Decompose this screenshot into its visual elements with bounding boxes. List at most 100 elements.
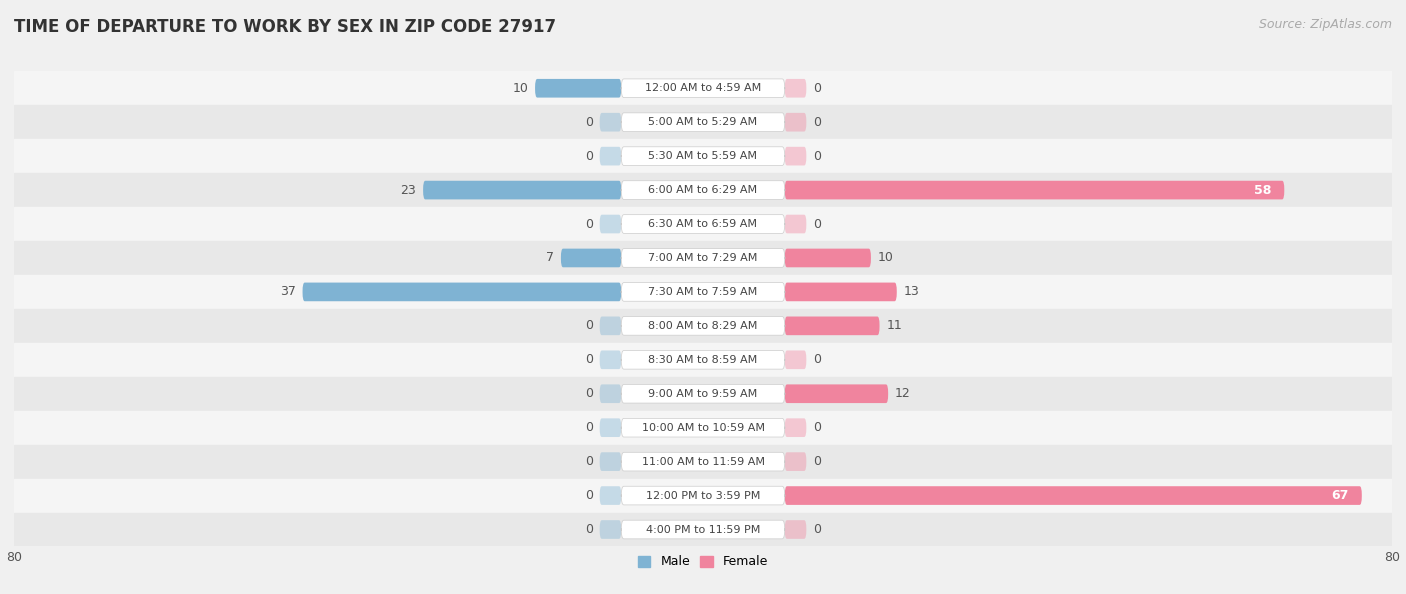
Text: 0: 0 [813, 116, 821, 129]
Bar [14, 377, 1392, 410]
FancyBboxPatch shape [536, 79, 621, 97]
Text: 0: 0 [813, 82, 821, 95]
FancyBboxPatch shape [599, 452, 621, 471]
Text: 6:30 AM to 6:59 AM: 6:30 AM to 6:59 AM [648, 219, 758, 229]
Text: 0: 0 [585, 116, 593, 129]
FancyBboxPatch shape [785, 249, 870, 267]
Text: 58: 58 [1254, 184, 1271, 197]
Text: 0: 0 [585, 523, 593, 536]
Text: 10: 10 [877, 251, 894, 264]
Text: 67: 67 [1331, 489, 1348, 502]
FancyBboxPatch shape [621, 317, 785, 335]
Bar [14, 139, 1392, 173]
FancyBboxPatch shape [599, 350, 621, 369]
Text: 11:00 AM to 11:59 AM: 11:00 AM to 11:59 AM [641, 457, 765, 467]
Bar [14, 343, 1392, 377]
Text: 7:30 AM to 7:59 AM: 7:30 AM to 7:59 AM [648, 287, 758, 297]
Bar [14, 275, 1392, 309]
Text: 8:00 AM to 8:29 AM: 8:00 AM to 8:29 AM [648, 321, 758, 331]
FancyBboxPatch shape [785, 452, 807, 471]
Bar [14, 173, 1392, 207]
FancyBboxPatch shape [599, 486, 621, 505]
Bar [14, 445, 1392, 479]
FancyBboxPatch shape [785, 181, 1284, 200]
FancyBboxPatch shape [785, 214, 807, 233]
FancyBboxPatch shape [621, 384, 785, 403]
FancyBboxPatch shape [785, 520, 807, 539]
FancyBboxPatch shape [785, 418, 807, 437]
Text: 0: 0 [585, 353, 593, 366]
FancyBboxPatch shape [785, 79, 807, 97]
Bar [14, 71, 1392, 105]
Text: 6:00 AM to 6:29 AM: 6:00 AM to 6:29 AM [648, 185, 758, 195]
Bar [14, 479, 1392, 513]
FancyBboxPatch shape [621, 452, 785, 471]
Text: 7: 7 [546, 251, 554, 264]
FancyBboxPatch shape [302, 283, 621, 301]
FancyBboxPatch shape [599, 147, 621, 166]
FancyBboxPatch shape [599, 317, 621, 335]
FancyBboxPatch shape [785, 147, 807, 166]
Text: Source: ZipAtlas.com: Source: ZipAtlas.com [1258, 18, 1392, 31]
Text: 12:00 PM to 3:59 PM: 12:00 PM to 3:59 PM [645, 491, 761, 501]
Text: 12:00 AM to 4:59 AM: 12:00 AM to 4:59 AM [645, 83, 761, 93]
Text: TIME OF DEPARTURE TO WORK BY SEX IN ZIP CODE 27917: TIME OF DEPARTURE TO WORK BY SEX IN ZIP … [14, 18, 557, 36]
FancyBboxPatch shape [621, 249, 785, 267]
FancyBboxPatch shape [785, 283, 897, 301]
Text: 0: 0 [813, 217, 821, 230]
FancyBboxPatch shape [621, 486, 785, 505]
Text: 10: 10 [512, 82, 529, 95]
FancyBboxPatch shape [621, 181, 785, 200]
FancyBboxPatch shape [621, 418, 785, 437]
Text: 0: 0 [585, 455, 593, 468]
FancyBboxPatch shape [423, 181, 621, 200]
Bar [14, 410, 1392, 445]
FancyBboxPatch shape [621, 283, 785, 301]
FancyBboxPatch shape [599, 520, 621, 539]
Text: 0: 0 [585, 421, 593, 434]
Text: 5:00 AM to 5:29 AM: 5:00 AM to 5:29 AM [648, 117, 758, 127]
Text: 4:00 PM to 11:59 PM: 4:00 PM to 11:59 PM [645, 525, 761, 535]
Bar [14, 513, 1392, 546]
Text: 0: 0 [585, 150, 593, 163]
Bar [14, 241, 1392, 275]
FancyBboxPatch shape [621, 79, 785, 97]
FancyBboxPatch shape [785, 486, 1362, 505]
FancyBboxPatch shape [599, 384, 621, 403]
Text: 0: 0 [585, 320, 593, 333]
FancyBboxPatch shape [599, 214, 621, 233]
Text: 11: 11 [886, 320, 903, 333]
FancyBboxPatch shape [785, 350, 807, 369]
Text: 0: 0 [813, 455, 821, 468]
Text: 0: 0 [585, 387, 593, 400]
Text: 13: 13 [904, 285, 920, 298]
Text: 0: 0 [813, 353, 821, 366]
Text: 7:00 AM to 7:29 AM: 7:00 AM to 7:29 AM [648, 253, 758, 263]
FancyBboxPatch shape [599, 418, 621, 437]
Bar [14, 105, 1392, 139]
Text: 23: 23 [401, 184, 416, 197]
FancyBboxPatch shape [599, 113, 621, 131]
Text: 12: 12 [896, 387, 911, 400]
Text: 0: 0 [585, 489, 593, 502]
Bar [14, 207, 1392, 241]
FancyBboxPatch shape [621, 113, 785, 131]
Bar [14, 309, 1392, 343]
Text: 0: 0 [813, 421, 821, 434]
Text: 0: 0 [813, 523, 821, 536]
Text: 0: 0 [813, 150, 821, 163]
Text: 5:30 AM to 5:59 AM: 5:30 AM to 5:59 AM [648, 151, 758, 161]
FancyBboxPatch shape [621, 147, 785, 166]
FancyBboxPatch shape [621, 520, 785, 539]
FancyBboxPatch shape [785, 384, 889, 403]
Text: 10:00 AM to 10:59 AM: 10:00 AM to 10:59 AM [641, 423, 765, 432]
FancyBboxPatch shape [621, 214, 785, 233]
FancyBboxPatch shape [785, 113, 807, 131]
FancyBboxPatch shape [621, 350, 785, 369]
Text: 9:00 AM to 9:59 AM: 9:00 AM to 9:59 AM [648, 388, 758, 399]
Text: 0: 0 [585, 217, 593, 230]
FancyBboxPatch shape [785, 317, 880, 335]
FancyBboxPatch shape [561, 249, 621, 267]
Legend: Male, Female: Male, Female [633, 551, 773, 573]
Text: 37: 37 [280, 285, 295, 298]
